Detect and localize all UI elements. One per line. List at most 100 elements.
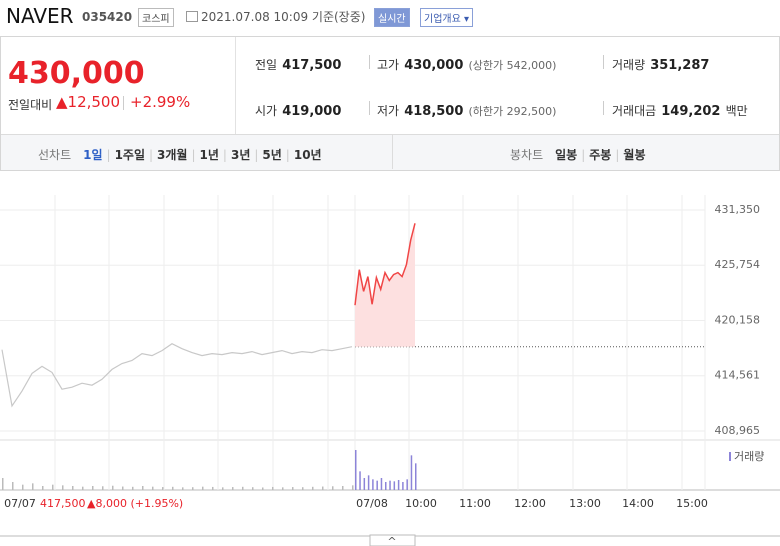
price: 430,000 [8,56,145,91]
volume-bar [142,486,144,490]
volume-bar [202,486,204,490]
volume-bar [385,482,387,490]
volume-bar [12,482,14,490]
volume-bar [312,486,314,490]
tab[interactable]: 5년 [262,148,282,162]
volume-bar [367,475,370,490]
volume-bar [302,487,304,490]
collapse-icon: ^ [387,535,396,546]
volume-bar [232,487,234,490]
divider [603,101,604,115]
price-line [1,343,353,408]
tab[interactable]: 3개월 [157,148,188,162]
limit: (하한가 292,500) [468,105,557,118]
realtime-button[interactable]: 실시간 [374,8,410,27]
timestamp: 2021.07.08 10:09 기준(장중) [201,10,366,24]
x-tick-label: 14:00 [622,497,654,510]
volume-bar [410,455,413,490]
tab-row: 선차트 1일 | 1주일 | 3개월 | 1년 | 3년 | 5년 | 10년 [38,144,326,163]
volume-bar [352,485,354,490]
divider [123,96,124,110]
tab[interactable]: 1주일 [114,148,145,162]
volume-bar [389,480,391,490]
company-button[interactable]: 기업개요 ▾ [420,8,474,27]
tab[interactable]: 월봉 [623,148,646,162]
limit: (상한가 542,000) [468,59,557,72]
volume-bar [182,487,184,490]
volume-bar [72,486,74,490]
value: 418,500 [404,104,464,119]
volume-bar [355,450,357,490]
volume-bar [52,484,54,490]
stock-code: 035420 [82,10,133,24]
volume-bar [272,486,274,490]
change-label: 전일대비 [8,98,53,112]
volume-bar [22,484,24,490]
calendar-icon [186,11,198,22]
y-tick-label: 420,158 [715,313,761,326]
volume-bar [82,486,84,490]
x-tick-label: 10:00 [405,497,437,510]
volume-bar [322,486,324,490]
tab[interactable]: 10년 [293,148,322,162]
y-tick-label: 431,350 [715,203,761,216]
volume-bar [372,479,374,490]
volume-bar [402,482,404,490]
volume-bar [393,481,396,490]
x-tick-label: 13:00 [569,497,601,510]
change-pct: +2.99% [130,93,191,111]
x-tick-label: 07/08 [356,497,388,510]
volume-bar [2,478,4,490]
market-badge: 코스피 [138,8,174,27]
tab[interactable]: 3년 [230,148,251,162]
separator: | [615,148,620,162]
volume-bar [359,471,361,490]
volume-bar [282,487,284,490]
divider [603,55,604,69]
volume-bar [122,486,124,490]
volume-bar [252,487,254,490]
legend-swatch [729,452,731,461]
collapse-button[interactable] [369,534,416,546]
tab[interactable]: 주봉 [589,148,612,162]
x-tick-label: 07/07 [4,497,36,510]
tab[interactable]: 1년 [199,148,219,162]
prev-change: ▲8,000 (+1.95%) [87,497,183,510]
tab-group-label: 봉차트 [510,148,544,162]
volume-bar [380,478,383,490]
volume-bar [62,485,64,490]
volume-bar [132,486,134,490]
value: 417,500 [282,58,342,73]
y-tick-label: 425,754 [715,258,761,271]
volume-bar [172,486,174,490]
separator: | [106,148,111,162]
volume-bar [222,487,224,490]
value: 430,000 [404,58,464,73]
separator: | [149,148,154,162]
volume-bar [162,487,164,490]
volume-bar [262,487,264,490]
value: 419,000 [282,104,342,119]
separator: | [222,148,227,162]
tab[interactable]: 일봉 [555,148,578,162]
volume-bar [332,486,334,490]
tab[interactable]: 1일 [83,148,103,162]
x-tick-label: 12:00 [514,497,546,510]
unit: 백만 [725,104,748,118]
volume-bar [406,479,408,490]
separator: | [581,148,586,162]
volume-bar [92,486,94,490]
volume-bar [242,486,244,490]
divider [369,55,370,69]
y-tick-label: 414,561 [715,369,761,382]
volume-bar [376,480,378,490]
legend-label: 거래량 [734,450,764,463]
area [355,223,415,347]
volume-bar [342,486,344,490]
value: 149,202 [661,104,721,119]
volume-bar [112,485,114,490]
divider [392,135,393,169]
company-button-label: 기업개요 [424,14,461,25]
